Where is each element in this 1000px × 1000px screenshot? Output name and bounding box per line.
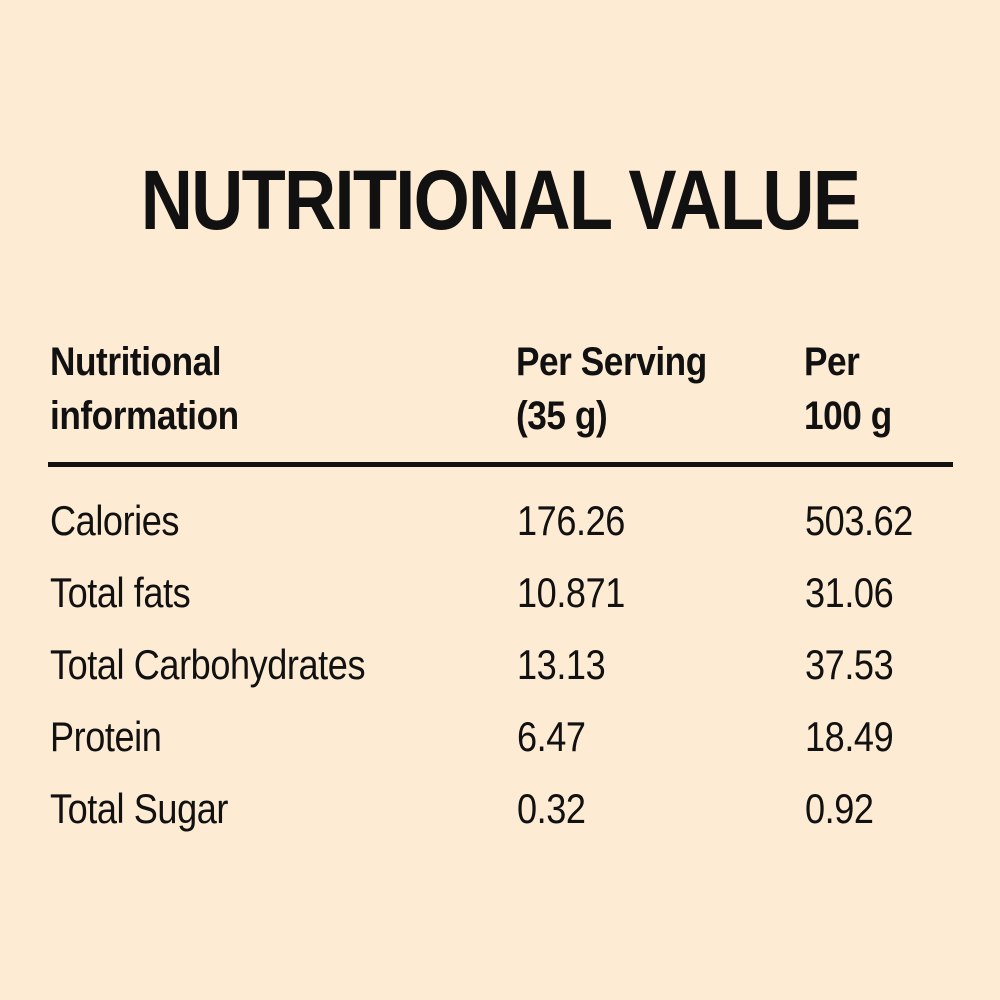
per-100g-value: 37.53 xyxy=(805,641,894,688)
header-col2-line2: (35 g) xyxy=(516,394,608,438)
header-nutritional-information: Nutritional information xyxy=(50,335,239,443)
table-row: Total Sugar 0.32 0.92 xyxy=(0,773,1000,845)
table-row: Total Carbohydrates 13.13 37.53 xyxy=(0,629,1000,701)
header-col2-line1: Per Serving xyxy=(516,340,707,384)
header-per-serving: Per Serving (35 g) xyxy=(516,335,707,443)
header-col3-line2: 100 g xyxy=(804,394,892,438)
nutrition-table-body: Calories 176.26 503.62 Total fats 10.871… xyxy=(0,485,1000,845)
header-divider xyxy=(48,462,953,467)
header-col1-line2: information xyxy=(50,394,239,438)
table-row: Protein 6.47 18.49 xyxy=(0,701,1000,773)
nutrient-name: Calories xyxy=(50,497,180,544)
per-serving-value: 176.26 xyxy=(517,497,625,544)
per-100g-value: 0.92 xyxy=(805,785,874,832)
per-serving-value: 10.871 xyxy=(517,569,625,616)
nutrient-name: Total Carbohydrates xyxy=(50,641,366,688)
header-per-100g: Per 100 g xyxy=(804,335,892,443)
header-col3-line1: Per xyxy=(804,340,860,384)
per-serving-value: 0.32 xyxy=(517,785,586,832)
per-serving-value: 13.13 xyxy=(517,641,606,688)
nutrient-name: Total fats xyxy=(50,569,191,616)
nutrient-name: Total Sugar xyxy=(50,785,228,832)
per-serving-value: 6.47 xyxy=(517,713,586,760)
per-100g-value: 503.62 xyxy=(805,497,913,544)
page-title: NUTRITIONAL VALUE xyxy=(140,153,861,247)
table-row: Calories 176.26 503.62 xyxy=(0,485,1000,557)
per-100g-value: 31.06 xyxy=(805,569,894,616)
header-col1-line1: Nutritional xyxy=(50,340,222,384)
per-100g-value: 18.49 xyxy=(805,713,894,760)
table-row: Total fats 10.871 31.06 xyxy=(0,557,1000,629)
nutrient-name: Protein xyxy=(50,713,162,760)
